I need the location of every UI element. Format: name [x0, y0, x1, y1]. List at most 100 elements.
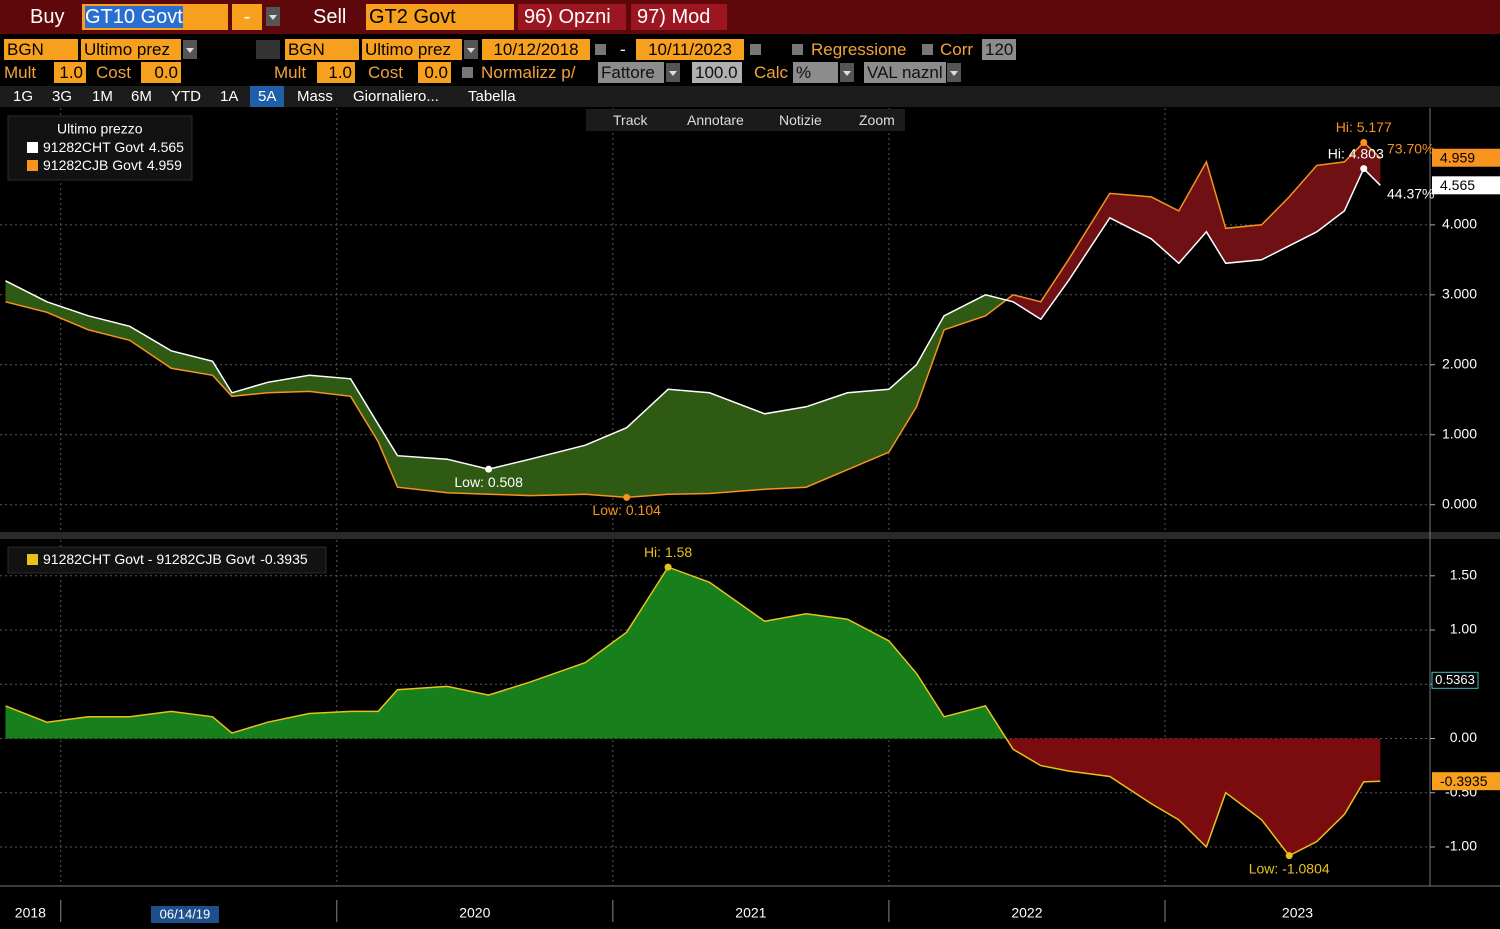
checkbox[interactable] [792, 44, 803, 55]
regression-label: Regressione [811, 40, 907, 59]
mult-field[interactable]: 1.0 [54, 62, 86, 83]
operator-field[interactable]: - [232, 4, 262, 30]
period-tab[interactable]: 1A [220, 88, 239, 105]
legend-value: -0.3935 [260, 551, 308, 567]
legend-name: 91282CHT Govt - 91282CJB Govt [43, 551, 255, 567]
dropdown-arrow[interactable] [666, 63, 680, 82]
annotation-point [1360, 165, 1368, 173]
period-tab[interactable]: 1M [92, 88, 113, 105]
cursor-date: 06/14/19 [160, 906, 211, 921]
annotation-label: Hi: 5.177 [1336, 119, 1392, 135]
last-value-label: 4.565 [1440, 177, 1475, 193]
dropdown-arrow[interactable] [840, 63, 854, 82]
cursor-value-tag [1431, 671, 1479, 689]
cost-label: Cost [96, 63, 131, 82]
series-line [5, 566, 1381, 857]
cost-field[interactable]: 0.0 [141, 62, 181, 83]
legend-entry: 91282CJB Govt 4.959 [43, 157, 182, 173]
series-line [5, 167, 1381, 470]
dropdown-arrow[interactable] [947, 63, 961, 82]
normalize-label: Normalizz p/ [481, 63, 576, 82]
source-field[interactable]: BGN [4, 39, 78, 60]
sell-label: Sell [313, 6, 347, 28]
y-tick-label: 3.000 [1442, 286, 1477, 302]
last-value-label: 4.959 [1440, 149, 1475, 165]
swap-button[interactable] [256, 40, 280, 59]
period-tab[interactable]: 6M [131, 88, 152, 105]
factor-field[interactable]: 100.0 [692, 62, 742, 83]
calc-select[interactable]: % [793, 62, 838, 83]
checkbox[interactable] [462, 67, 473, 78]
source-field[interactable]: BGN [285, 39, 359, 60]
period-tab[interactable]: YTD [171, 88, 201, 105]
y-tick-label: 1.00 [1450, 621, 1477, 637]
legend-swatch [27, 554, 38, 565]
mod-button[interactable]: 97) Mod [631, 4, 727, 30]
legend-name: 91282CHT Govt [43, 139, 144, 155]
currency-select[interactable]: VAL naznl [864, 62, 946, 83]
dropdown-arrow[interactable] [464, 40, 478, 59]
chart-tool[interactable]: Zoom [859, 112, 895, 128]
end-date[interactable]: 10/11/2023 [636, 39, 744, 60]
y-tick-label: 4.000 [1442, 216, 1477, 232]
period-tab[interactable]: Mass [297, 88, 333, 105]
period-tab[interactable]: Giornaliero... [353, 88, 439, 105]
x-axis-label: 2022 [1011, 905, 1042, 921]
spread-fill [5, 142, 1381, 498]
legend-swatch [27, 160, 38, 171]
annotation-label: Low: 0.508 [454, 474, 523, 490]
cost-label: Cost [368, 63, 403, 82]
area-fill [5, 567, 1381, 856]
last-value-tag [1432, 772, 1500, 791]
cursor-value: 0.5363 [1435, 672, 1475, 687]
legend-box [7, 546, 327, 574]
checkbox[interactable] [922, 44, 933, 55]
period-tab[interactable]: Tabella [468, 88, 516, 105]
annotation-point [623, 493, 631, 501]
buy-label: Buy [30, 6, 65, 28]
legend-value: 4.565 [149, 139, 184, 155]
annotation-label: Low: 0.104 [592, 502, 661, 518]
annotation-point [485, 465, 493, 473]
period-tab[interactable]: 3G [52, 88, 73, 105]
calendar-icon[interactable] [595, 44, 606, 55]
corr-field[interactable]: 120 [982, 39, 1016, 60]
last-value-tag [1432, 176, 1500, 195]
period-tab[interactable]: 5A [250, 86, 285, 107]
y-tick-label: 1.000 [1442, 425, 1477, 441]
mult-field[interactable]: 1.0 [317, 62, 355, 83]
chart-tool[interactable]: Notizie [779, 112, 822, 128]
options-button[interactable]: 96) Opzni [518, 4, 626, 30]
start-date[interactable]: 10/12/2018 [482, 39, 590, 60]
cost-field[interactable]: 0.0 [418, 62, 451, 83]
y-tick-label: 0.000 [1442, 495, 1477, 511]
tab-bar [0, 86, 1500, 107]
factor-select[interactable]: Fattore [598, 62, 664, 83]
y-tick-label: 0.00 [1450, 729, 1477, 745]
sell-ticker-field[interactable]: GT2 Govt [366, 4, 514, 30]
y-tick-label: 2.000 [1442, 355, 1477, 371]
calendar-icon[interactable] [750, 44, 761, 55]
annotation-point [1285, 852, 1293, 860]
last-value-label: -0.3935 [1440, 773, 1488, 789]
buy-ticker-field[interactable]: GT10 Govt [82, 4, 228, 30]
buy-ticker[interactable]: GT10 Govt [85, 6, 183, 28]
chart-toolbar [586, 109, 905, 131]
period-tab[interactable]: 1G [13, 88, 34, 105]
field-select[interactable]: Ultimo prez [362, 39, 462, 60]
legend-box [7, 115, 193, 181]
dropdown-arrow[interactable] [183, 40, 197, 59]
calc-label: Calc [754, 63, 789, 82]
dropdown-arrow[interactable] [266, 7, 280, 26]
mult-label: Mult [4, 63, 37, 82]
legend-swatch [27, 142, 38, 153]
chart-tool[interactable]: Track [613, 112, 648, 128]
percent-note: 73.70% [1387, 141, 1434, 157]
y-tick-label: 1.50 [1450, 566, 1477, 582]
x-axis-label: 2023 [1282, 905, 1313, 921]
chart-tool[interactable]: Annotare [687, 112, 744, 128]
legend-value: 4.959 [147, 157, 182, 173]
field-select[interactable]: Ultimo prez [81, 39, 181, 60]
